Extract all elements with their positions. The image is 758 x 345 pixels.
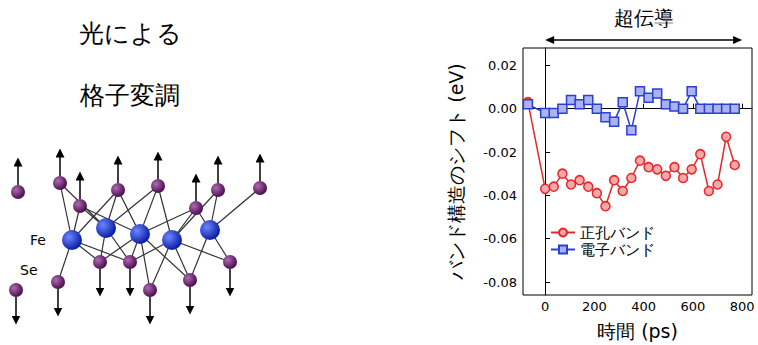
svg-text:時間 (ps): 時間 (ps) xyxy=(597,320,678,342)
svg-text:-0.04: -0.04 xyxy=(483,188,517,203)
svg-text:-0.08: -0.08 xyxy=(483,275,517,290)
svg-text:Fe: Fe xyxy=(30,232,46,248)
svg-text:光による: 光による xyxy=(79,19,182,48)
svg-text:バンド構造のシフト (eV): バンド構造のシフト (eV) xyxy=(445,63,467,281)
svg-text:Se: Se xyxy=(20,262,38,278)
svg-text:格子変調: 格子変調 xyxy=(79,81,180,110)
svg-text:800: 800 xyxy=(730,299,755,314)
svg-text:電子バンド: 電子バンド xyxy=(580,241,655,259)
svg-text:0.02: 0.02 xyxy=(488,58,517,73)
svg-text:600: 600 xyxy=(680,299,705,314)
svg-text:0.00: 0.00 xyxy=(488,101,517,116)
svg-text:200: 200 xyxy=(582,299,607,314)
svg-text:400: 400 xyxy=(631,299,656,314)
svg-text:0: 0 xyxy=(541,299,549,314)
svg-text:-0.02: -0.02 xyxy=(483,145,517,160)
svg-text:-0.06: -0.06 xyxy=(483,231,517,246)
svg-text:正孔バンド: 正孔バンド xyxy=(580,224,655,242)
svg-text:超伝導: 超伝導 xyxy=(614,6,674,30)
